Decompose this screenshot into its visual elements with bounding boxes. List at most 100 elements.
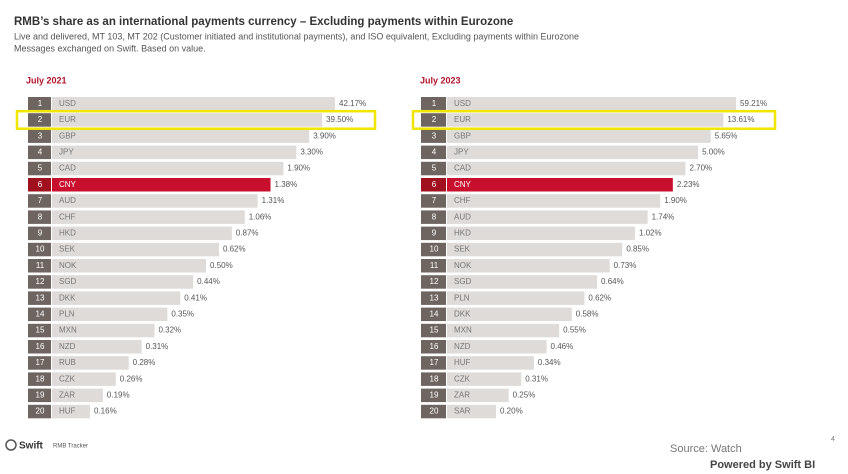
rank-box (421, 145, 446, 160)
rank-box (28, 161, 51, 176)
rank: 7 (38, 196, 43, 205)
rank-box (28, 129, 51, 143)
share: 0.28% (133, 358, 156, 367)
rank-box (421, 356, 446, 370)
row-bar (447, 129, 711, 143)
rank-box (28, 388, 51, 403)
currency: HUF (59, 407, 76, 416)
panel-title: July 2023 (420, 75, 461, 85)
rank-box (421, 275, 446, 289)
currency: DKK (454, 309, 471, 318)
currency: GBP (454, 131, 471, 140)
rank: 11 (36, 261, 45, 270)
currency: NZD (59, 342, 76, 351)
share: 39.50% (326, 115, 353, 124)
share: 0.32% (158, 326, 181, 335)
row-bar (52, 307, 168, 322)
currency: AUD (454, 212, 471, 221)
row-bar (52, 404, 90, 419)
currency: MXN (454, 326, 472, 335)
rank: 20 (36, 407, 45, 416)
currency: JPY (59, 147, 74, 156)
share: 1.90% (287, 164, 310, 173)
currency: CAD (59, 164, 76, 173)
rank-box (28, 275, 51, 289)
rank: 14 (430, 309, 439, 318)
rank: 11 (430, 261, 439, 270)
rank: 13 (36, 293, 45, 302)
currency: NOK (59, 261, 77, 270)
share: 1.02% (639, 228, 662, 237)
rank: 8 (38, 212, 43, 221)
row-bar (52, 161, 284, 176)
rank-box (28, 242, 51, 257)
rank-box (28, 259, 51, 273)
rank-box (421, 161, 446, 176)
row-bar (447, 323, 560, 338)
highlight-box (411, 109, 777, 130)
share: 0.20% (500, 407, 523, 416)
powered-by: Powered by Swift BI (710, 459, 815, 471)
rank: 17 (36, 358, 45, 367)
currency: CZK (454, 374, 471, 383)
row-bar (52, 129, 310, 143)
currency: AUD (59, 196, 76, 205)
currency: NOK (454, 261, 472, 270)
currency: ZAR (454, 390, 470, 399)
currency: NZD (454, 342, 471, 351)
rank-box (421, 307, 446, 322)
row-bar (52, 226, 232, 241)
currency: EUR (454, 115, 471, 124)
share: 0.16% (94, 407, 117, 416)
row-bar (447, 145, 699, 160)
share: 0.35% (171, 309, 194, 318)
rank-box (28, 323, 51, 338)
share: 1.38% (275, 180, 298, 189)
currency: SGD (454, 277, 472, 286)
share: 0.50% (210, 261, 233, 270)
row-bar (447, 210, 648, 224)
row-bar (52, 194, 258, 208)
rank-box (421, 129, 446, 143)
currency: ZAR (59, 390, 75, 399)
rank: 18 (430, 374, 439, 383)
currency: DKK (59, 293, 76, 302)
currency: USD (454, 99, 471, 108)
row-bar (52, 323, 155, 338)
row-bar (52, 356, 129, 370)
share: 0.46% (551, 342, 574, 351)
row-bar (52, 340, 142, 354)
share: 0.25% (513, 390, 536, 399)
subtitle: Live and delivered, MT 103, MT 202 (Cust… (14, 31, 579, 41)
currency: HKD (454, 228, 471, 237)
currency: HKD (59, 228, 76, 237)
currency: CHF (59, 212, 76, 221)
rank-box (421, 113, 446, 127)
row-bar (447, 259, 610, 273)
logo-sub: RMB Tracker (53, 444, 88, 450)
rank-box (28, 307, 51, 322)
rank: 7 (432, 196, 437, 205)
row-bar (52, 145, 297, 160)
row-bar (447, 372, 522, 386)
currency: USD (59, 99, 76, 108)
share: 0.31% (146, 342, 169, 351)
rank: 14 (36, 309, 45, 318)
share: 42.17% (339, 99, 366, 108)
share: 1.90% (664, 196, 687, 205)
share: 0.87% (236, 228, 259, 237)
currency: PLN (59, 309, 75, 318)
row-bar (447, 242, 623, 257)
rank: 12 (36, 277, 45, 286)
rank-box (421, 97, 446, 111)
rank: 9 (432, 228, 437, 237)
rank-box (28, 97, 51, 111)
currency: SEK (454, 245, 471, 254)
rank: 13 (430, 293, 439, 302)
currency: CAD (454, 164, 471, 173)
rank: 15 (430, 326, 439, 335)
logo: Swift (19, 441, 44, 452)
rank: 5 (432, 164, 437, 173)
rank-box (28, 356, 51, 370)
